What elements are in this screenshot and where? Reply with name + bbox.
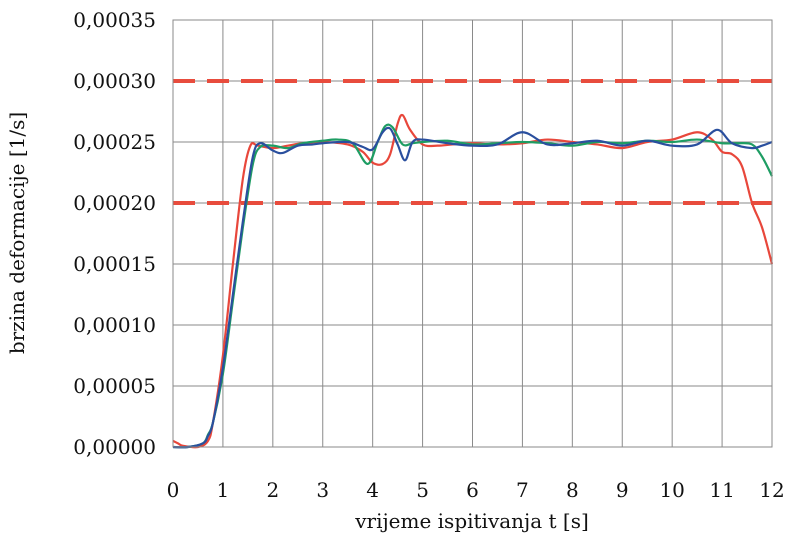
- x-tick-label: 11: [709, 478, 734, 502]
- series-lines: [172, 113, 774, 449]
- x-tick-label: 12: [759, 478, 784, 502]
- x-tick-label: 9: [616, 478, 629, 502]
- y-tick-label: 0,00025: [73, 130, 156, 154]
- y-tick-label: 0,00010: [73, 313, 156, 337]
- x-tick-label: 4: [366, 478, 379, 502]
- x-axis-ticks: 0 1 2 3 4 5 6 7 8 9 10 11 12: [167, 478, 785, 502]
- y-tick-label: 0,00000: [73, 435, 156, 459]
- y-axis-ticks: 0,00000 0,00005 0,00010 0,00015 0,00020 0,000…: [73, 8, 156, 459]
- y-tick-label: 0,00015: [73, 252, 156, 276]
- x-tick-label: 5: [416, 478, 429, 502]
- x-tick-label: 7: [516, 478, 529, 502]
- x-tick-label: 3: [316, 478, 329, 502]
- x-tick-label: 0: [167, 478, 180, 502]
- x-tick-label: 10: [659, 478, 684, 502]
- y-tick-label: 0,00005: [73, 374, 156, 398]
- series-line-3: [172, 126, 773, 449]
- x-tick-label: 2: [266, 478, 279, 502]
- y-tick-label: 0,00020: [73, 191, 156, 215]
- x-tick-label: 1: [217, 478, 230, 502]
- plot-area-frame: [172, 19, 773, 448]
- x-axis-title: vrijeme ispitivanja t [s]: [354, 509, 589, 533]
- y-tick-label: 0,00030: [73, 69, 156, 93]
- series-line-1: [172, 113, 774, 449]
- y-axis-title: brzina deformacije [1/s]: [5, 112, 29, 354]
- x-tick-label: 6: [466, 478, 479, 502]
- grid: [172, 19, 773, 448]
- x-tick-label: 8: [566, 478, 579, 502]
- y-tick-label: 0,00035: [73, 8, 156, 32]
